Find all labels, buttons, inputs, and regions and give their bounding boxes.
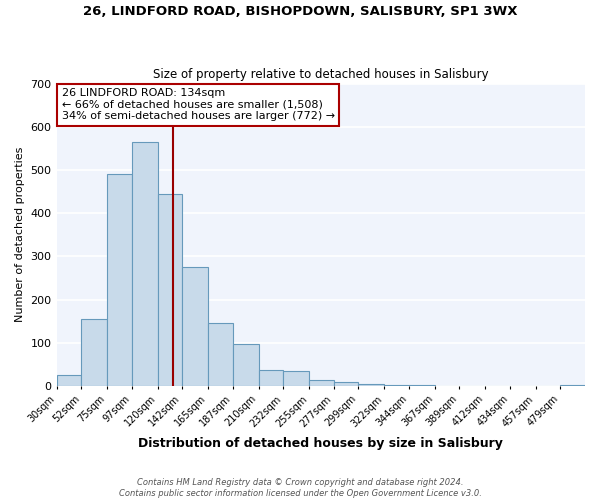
Text: Contains HM Land Registry data © Crown copyright and database right 2024.
Contai: Contains HM Land Registry data © Crown c… (119, 478, 481, 498)
Bar (384, 384, 409, 386)
Bar (358, 384, 384, 386)
Bar (309, 380, 334, 386)
Bar (56, 375, 81, 386)
Bar (132, 142, 158, 386)
Text: 26, LINDFORD ROAD, BISHOPDOWN, SALISBURY, SP1 3WX: 26, LINDFORD ROAD, BISHOPDOWN, SALISBURY… (83, 5, 517, 18)
Bar (259, 370, 283, 386)
X-axis label: Distribution of detached houses by size in Salisbury: Distribution of detached houses by size … (139, 437, 503, 450)
Bar (107, 174, 132, 386)
Bar (81, 319, 107, 386)
Bar (560, 385, 585, 386)
Bar (334, 382, 358, 386)
Bar (158, 194, 182, 386)
Bar (208, 324, 233, 386)
Bar (233, 344, 259, 386)
Bar (182, 267, 208, 386)
Bar (283, 371, 309, 386)
Title: Size of property relative to detached houses in Salisbury: Size of property relative to detached ho… (153, 68, 488, 81)
Y-axis label: Number of detached properties: Number of detached properties (15, 147, 25, 322)
Text: 26 LINDFORD ROAD: 134sqm
← 66% of detached houses are smaller (1,508)
34% of sem: 26 LINDFORD ROAD: 134sqm ← 66% of detach… (62, 88, 335, 122)
Bar (409, 385, 434, 386)
